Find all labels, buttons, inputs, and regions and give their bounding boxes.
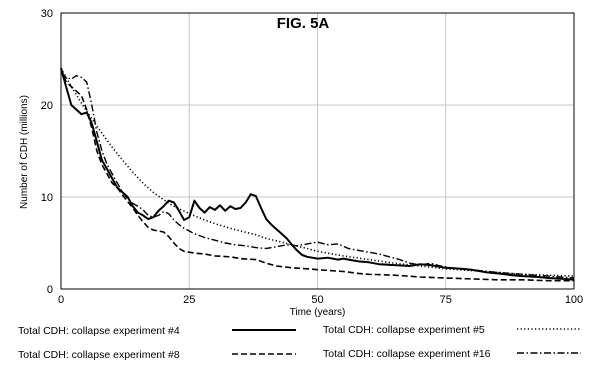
y-axis-label: Number of CDH (millions): [19, 95, 30, 209]
x-tick-label: 75: [440, 294, 452, 306]
y-tick-label: 30: [41, 8, 53, 20]
legend: Total CDH: collapse experiment #4 Total C…: [18, 324, 581, 361]
series-lines: [60, 67, 575, 282]
y-tick-label: 20: [41, 100, 53, 112]
series-line-4: [60, 72, 575, 279]
series-line-3: [60, 67, 574, 282]
legend-label-3: Total CDH: collapse experiment #8: [18, 349, 180, 361]
legend-label-2: Total CDH: collapse experiment #5: [323, 324, 485, 336]
tick-labels: 0 25 50 75 100 0 10 20 30: [41, 8, 583, 306]
gridlines: [61, 13, 574, 289]
x-tick-label: 50: [311, 294, 323, 306]
x-axis-label: Time (years): [290, 307, 346, 318]
chart-title: FIG. 5A: [277, 15, 330, 32]
y-tick-label: 0: [47, 284, 53, 296]
x-tick-label: 25: [183, 294, 195, 306]
plot-frame: [60, 12, 575, 290]
x-tick-label: 0: [58, 294, 64, 306]
legend-label-4: Total CDH: collapse experiment #16: [323, 348, 491, 360]
y-tick-label: 10: [41, 192, 53, 204]
legend-label-1: Total CDH: collapse experiment #4: [18, 325, 180, 337]
x-tick-label: 100: [565, 294, 583, 306]
